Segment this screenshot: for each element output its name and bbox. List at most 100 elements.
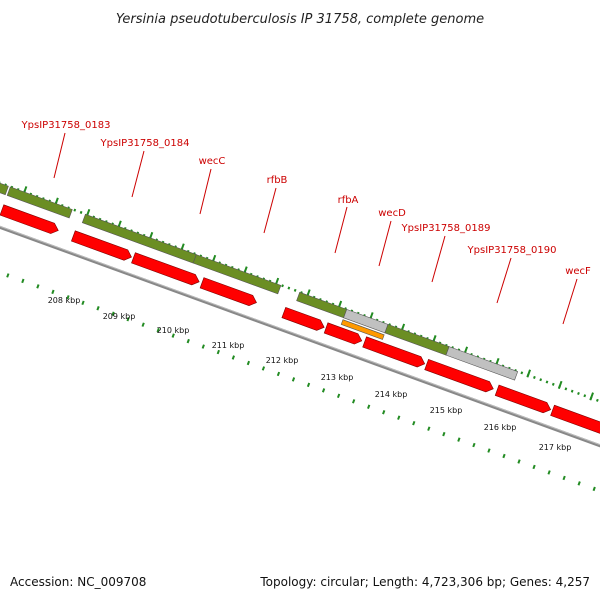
major-tick — [557, 380, 563, 390]
inner-tick — [336, 393, 341, 399]
inner-tick — [156, 327, 160, 333]
accession-text: Accession: NC_009708 — [10, 575, 146, 589]
kbp-label: 211 kbp — [212, 341, 245, 350]
label-leader-line — [199, 168, 212, 215]
inner-tick — [276, 371, 281, 377]
cds-feature — [494, 384, 552, 414]
inner-tick — [141, 322, 145, 327]
gene-feature — [0, 182, 9, 196]
inner-tick — [577, 481, 581, 486]
inner-tick — [427, 426, 431, 431]
major-tick — [589, 392, 594, 401]
inner-tick — [517, 459, 521, 464]
gene-feature — [6, 186, 73, 219]
inner-tick — [171, 333, 175, 338]
cds-feature — [199, 277, 257, 307]
minor-tick — [520, 371, 524, 375]
label-leader-line — [263, 187, 277, 234]
cds-feature — [362, 336, 426, 368]
inner-tick — [111, 311, 115, 316]
pseudogene-feature — [445, 346, 519, 381]
genome-backbone — [0, 225, 600, 448]
kbp-label: 214 kbp — [375, 390, 408, 399]
label-leader-line — [562, 278, 578, 325]
label-leader-line — [131, 150, 145, 198]
gene-feature — [192, 254, 282, 295]
kbp-label: 209 kbp — [103, 312, 136, 321]
inner-tick — [367, 404, 371, 409]
inner-tick — [472, 442, 476, 448]
feature-track — [0, 182, 600, 434]
map-title: Yersinia pseudotuberculosis IP 31758, co… — [116, 12, 484, 27]
inner-tick — [442, 431, 446, 437]
inner-tick — [186, 338, 190, 344]
kbp-label: 213 kbp — [321, 373, 354, 382]
cds-feature — [71, 230, 132, 261]
gene-label: YpsIP31758_0189 — [401, 223, 491, 234]
inner-tick — [397, 415, 401, 420]
cds-feature — [0, 204, 59, 234]
minor-tick — [570, 389, 574, 393]
gene-label: YpsIP31758_0184 — [100, 138, 190, 149]
gene-labels: YpsIP31758_0183 YpsIP31758_0184 wecC rfbB rf… — [21, 120, 591, 325]
inner-tick — [562, 475, 566, 481]
inner-tick — [216, 349, 220, 355]
inner-tick — [352, 399, 356, 404]
inner-tick — [412, 420, 416, 426]
backbone-highlight — [0, 225, 600, 446]
gene-label: wecF — [565, 266, 591, 277]
label-leader-line — [53, 132, 66, 179]
label-leader-line — [334, 206, 348, 254]
minor-tick — [595, 398, 599, 402]
inner-tick — [96, 306, 100, 311]
minor-tick — [564, 387, 568, 391]
inner-tick — [532, 464, 536, 470]
minor-tick — [545, 380, 549, 384]
minor-tick — [281, 284, 284, 288]
minor-tick — [583, 394, 587, 398]
label-leader-line — [378, 220, 392, 267]
label-leader-line — [431, 235, 446, 283]
inner-tick — [547, 470, 551, 475]
inner-tick — [246, 360, 251, 366]
minor-tick — [287, 286, 291, 290]
inner-tick — [51, 289, 55, 295]
kbp-labels: 208 kbp 209 kbp 210 kbp 211 kbp 212 kbp 213 k… — [48, 296, 572, 452]
minor-tick — [79, 210, 83, 214]
gene-label: rfbB — [267, 175, 288, 186]
gene-label: rfbA — [338, 195, 359, 206]
kbp-label: 210 kbp — [157, 326, 190, 335]
inner-tick — [592, 486, 596, 492]
minor-tick — [293, 288, 297, 292]
inner-tick — [306, 382, 311, 388]
cds-feature — [131, 252, 200, 286]
inner-tick — [261, 366, 266, 371]
inner-tick — [21, 278, 25, 284]
genome-summary: Topology: circular; Length: 4,723,306 bp… — [259, 575, 590, 589]
gene-label: YpsIP31758_0183 — [21, 120, 111, 131]
inner-tick — [66, 295, 70, 300]
inner-tick — [126, 316, 130, 322]
kbp-label: 217 kbp — [539, 443, 572, 452]
inner-tick — [36, 284, 40, 289]
inner-tick — [201, 344, 205, 349]
minor-tick — [73, 208, 77, 212]
inner-tick — [231, 355, 235, 360]
misc-feature — [340, 319, 385, 340]
cds-feature — [323, 322, 363, 345]
inner-tick — [502, 453, 506, 459]
kbp-label: 212 kbp — [266, 356, 299, 365]
inner-tick — [291, 377, 296, 382]
inner-tick — [81, 300, 85, 306]
cds-feature — [281, 307, 325, 331]
minor-tick — [577, 391, 580, 395]
gene-label: YpsIP31758_0190 — [467, 245, 557, 256]
backbone-line — [0, 225, 600, 448]
gene-label: wecC — [199, 156, 226, 167]
label-leader-line — [496, 257, 512, 304]
kbp-label: 216 kbp — [484, 423, 517, 432]
inner-tick — [321, 388, 326, 393]
gene-label: wecD — [378, 208, 406, 219]
